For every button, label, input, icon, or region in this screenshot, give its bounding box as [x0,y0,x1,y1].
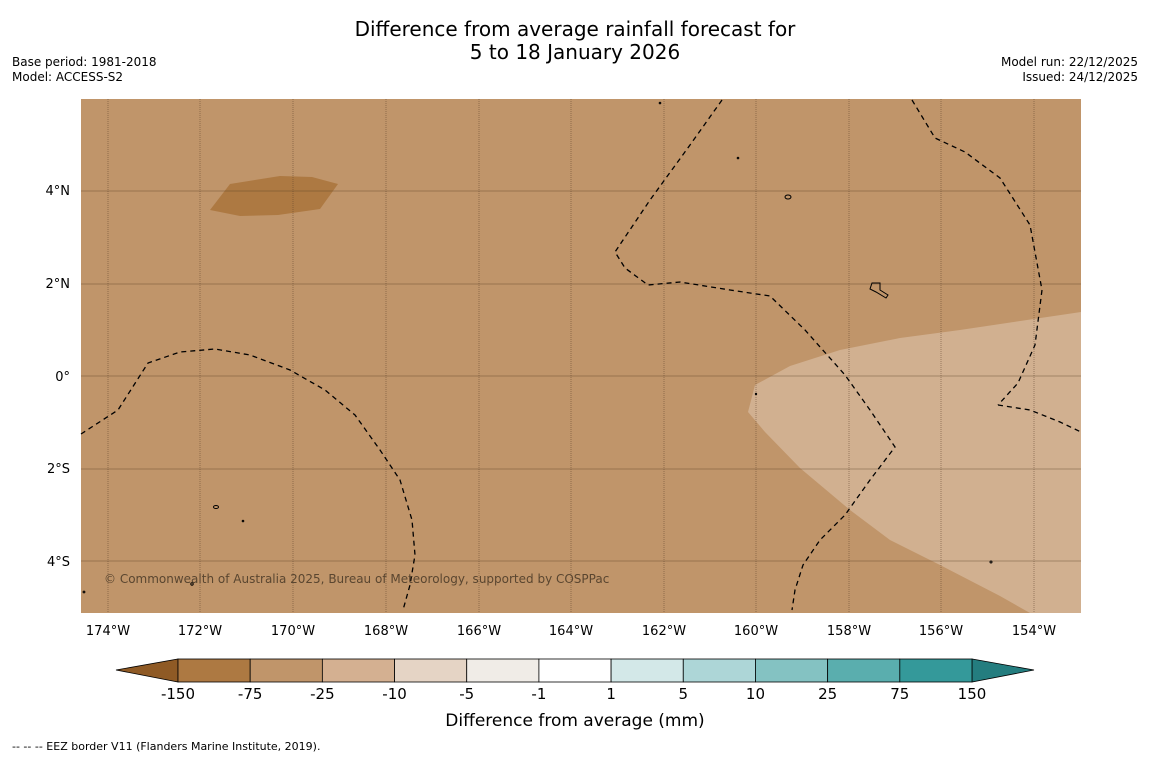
lon-label: 170°W [271,624,315,639]
model-name: Model: ACCESS-S2 [12,70,124,84]
island [82,590,86,594]
base-period: Base period: 1981-2018 [12,55,157,69]
lon-label: 162°W [642,624,686,639]
lat-label: 2°S [47,462,70,477]
island [784,194,792,200]
lon-label: 164°W [549,624,593,639]
colorbar-tick-label: 10 [746,685,765,703]
island [869,282,889,299]
colorbar-tick-label: 25 [818,685,837,703]
strong-dry-region [210,176,338,216]
title-line-2: 5 to 18 January 2026 [469,40,681,64]
colorbar-tick-label: -25 [310,685,335,703]
colorbar-tick-label: -150 [161,685,195,703]
lon-label: 172°W [178,624,222,639]
colorbar-tick-label: 75 [890,685,909,703]
lon-label: 160°W [734,624,778,639]
colorbar-extend-high [971,658,1035,683]
colorbar-label: Difference from average (mm) [445,711,704,731]
colorbar-segment [249,658,323,683]
lon-label: 154°W [1012,624,1056,639]
colorbar-tick-label: 150 [958,685,987,703]
colorbar: -150 -75 -25 -10 -5 -1 1 5 10 25 75 150 Difference … [115,658,1035,731]
colorbar-tick-label: -75 [238,685,263,703]
colorbar-extend-low [115,658,179,683]
lon-label: 166°W [457,624,501,639]
island [989,560,993,564]
lon-label: 156°W [919,624,963,639]
colorbar-segment [682,658,756,683]
colorbar-segment [755,658,829,683]
lat-axis-labels: 4°N 2°N 0° 2°S 4°S [46,184,71,570]
lon-label: 168°W [364,624,408,639]
island [658,101,662,105]
meta-right: Model run: 22/12/2025 Issued: 24/12/2025 [1001,55,1138,85]
lat-label: 0° [55,370,70,385]
island [213,505,219,509]
lon-label: 174°W [86,624,130,639]
colorbar-tick-label: -1 [531,685,546,703]
eez-border-east [911,99,1043,406]
island [736,156,740,160]
model-run: Model run: 22/12/2025 [1000,55,1138,69]
gridlines [107,99,1035,613]
light-dry-region [748,312,1081,613]
colorbar-segment [466,658,540,683]
colorbar-tick-labels: -150 -75 -25 -10 -5 -1 1 5 10 25 75 150 [161,685,986,703]
title-line-1: Difference from average rainfall forecas… [354,17,796,41]
eez-border-west [80,348,416,611]
chart-title: Difference from average rainfall forecas… [0,18,1150,64]
colorbar-tick-label: 1 [606,685,616,703]
meta-left: Base period: 1981-2018 Model: ACCESS-S2 [12,55,157,85]
colorbar-segment [610,658,684,683]
lat-label: 4°N [46,184,71,199]
lat-label: 4°S [47,555,70,570]
issued-date: Issued: 24/12/2025 [1022,70,1138,84]
colorbar-segment [899,658,973,683]
lon-label: 158°W [827,624,871,639]
island [190,582,194,586]
eez-border-east-tail [997,404,1082,433]
colorbar-tick-label: -5 [459,685,474,703]
colorbar-segment [394,658,468,683]
eez-footnote: -- -- -- EEZ border V11 (Flanders Marine… [12,740,321,753]
parallels [81,190,1081,562]
island [754,392,758,396]
colorbar-segment [538,658,612,683]
colorbar-segments [177,658,973,683]
colorbar-segment [827,658,901,683]
copyright-text: © Commonwealth of Australia 2025, Bureau… [104,572,609,586]
eez-border-central [614,99,896,611]
colorbar-tick-label: 5 [678,685,688,703]
island [241,519,245,523]
lon-axis-labels: 174°W 172°W 170°W 168°W 166°W 164°W 162°… [86,624,1056,639]
colorbar-segment [177,658,251,683]
map-panel: © Commonwealth of Australia 2025, Bureau… [80,99,1082,613]
lat-label: 2°N [46,277,71,292]
islands [82,101,993,594]
colorbar-tick-label: -10 [382,685,407,703]
eez-borders [80,99,1082,611]
colorbar-segment [321,658,395,683]
